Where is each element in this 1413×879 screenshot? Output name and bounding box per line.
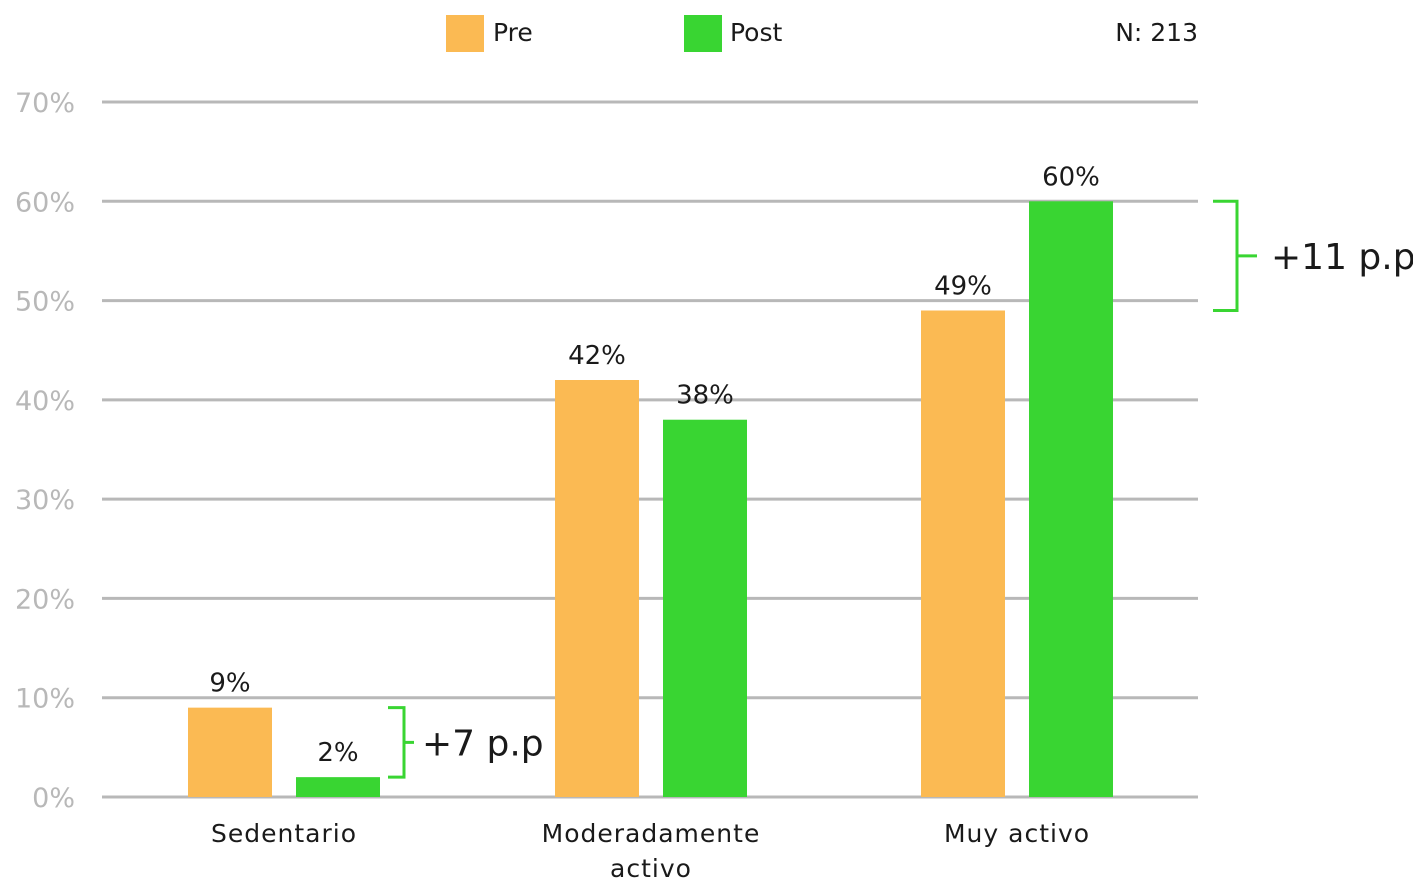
y-tick-label: 30% bbox=[15, 485, 75, 516]
x-axis-categories: Sedentario Moderadamente activo Muy activo bbox=[211, 819, 1090, 879]
data-labels: 9% 42% 49% 2% 38% 60% bbox=[209, 162, 1100, 768]
legend-label-pre: Pre bbox=[493, 18, 533, 47]
data-label: 42% bbox=[568, 341, 626, 371]
y-tick-label: 40% bbox=[15, 386, 75, 417]
bars bbox=[188, 201, 1113, 798]
bar-post-2 bbox=[1029, 201, 1113, 798]
y-tick-label: 50% bbox=[15, 287, 75, 318]
gridlines bbox=[102, 100, 1198, 799]
x-category-label: Moderadamente bbox=[542, 819, 761, 848]
data-label: 38% bbox=[676, 381, 734, 411]
annotation-label: +7 p.p bbox=[422, 723, 544, 764]
legend: Pre Post bbox=[446, 15, 783, 52]
data-label: 2% bbox=[317, 738, 358, 768]
bar-pre-2 bbox=[921, 310, 1005, 797]
y-tick-label: 10% bbox=[15, 684, 75, 715]
x-category-label: Muy activo bbox=[944, 819, 1090, 848]
x-category-label: Sedentario bbox=[211, 819, 357, 848]
bar-pre-0 bbox=[188, 707, 272, 797]
annotations: +7 p.p +11 p.p bbox=[388, 199, 1413, 779]
annotation-label: +11 p.p bbox=[1271, 237, 1413, 278]
x-category-label: activo bbox=[610, 854, 692, 879]
y-tick-label: 0% bbox=[32, 783, 75, 814]
bar-pre-1 bbox=[555, 380, 639, 797]
bar-post-1 bbox=[663, 419, 747, 797]
annotation-bracket bbox=[388, 706, 406, 779]
sample-size-label: N: 213 bbox=[1115, 18, 1198, 47]
y-tick-label: 60% bbox=[15, 187, 75, 218]
y-tick-label: 20% bbox=[15, 584, 75, 615]
data-label: 9% bbox=[209, 669, 250, 699]
data-label: 60% bbox=[1042, 162, 1100, 192]
y-axis-ticks: 0% 10% 20% 30% 40% 50% 60% 70% bbox=[15, 88, 75, 814]
bar-post-0 bbox=[296, 777, 380, 797]
y-tick-label: 70% bbox=[15, 88, 75, 119]
legend-swatch-pre bbox=[446, 15, 484, 52]
legend-label-post: Post bbox=[730, 18, 783, 47]
annotation-bracket bbox=[1213, 199, 1239, 312]
legend-swatch-post bbox=[684, 15, 722, 52]
data-label: 49% bbox=[934, 272, 992, 302]
